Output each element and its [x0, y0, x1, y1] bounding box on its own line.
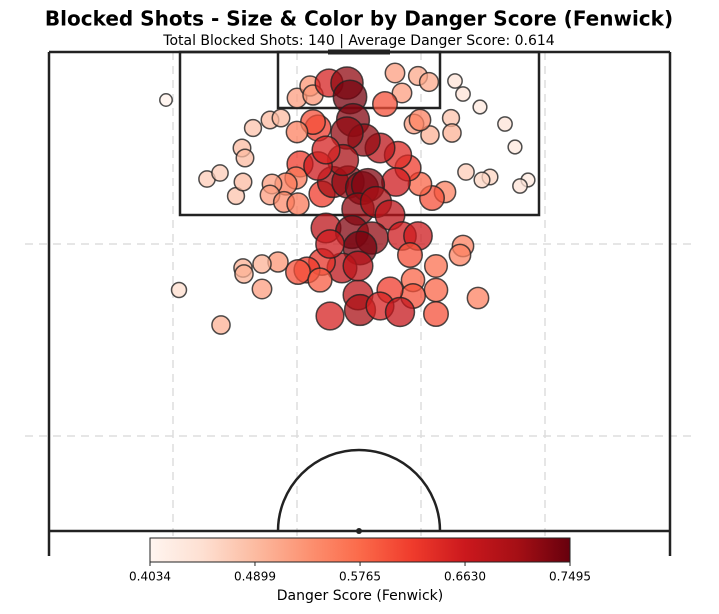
- shot-point: [211, 315, 231, 335]
- colorbar-tick-label: 0.4034: [129, 570, 171, 584]
- shot-point: [311, 135, 341, 165]
- shot-point: [285, 120, 309, 144]
- chart-title: Blocked Shots - Size & Color by Danger S…: [45, 7, 673, 31]
- shot-point: [384, 296, 416, 328]
- colorbar-label: Danger Score (Fenwick): [277, 588, 443, 604]
- shot-point: [397, 242, 423, 268]
- chart-subtitle: Total Blocked Shots: 140 | Average Dange…: [162, 33, 555, 49]
- shot-point: [234, 264, 254, 284]
- shot-point: [243, 118, 263, 138]
- shot-point: [418, 71, 440, 93]
- shot-point: [423, 277, 449, 303]
- shot-point: [307, 267, 333, 293]
- colorbar-tick-label: 0.5765: [339, 570, 381, 584]
- shot-point: [423, 301, 449, 327]
- arc: [276, 448, 442, 532]
- shot-point: [251, 278, 273, 300]
- shot-point: [420, 125, 440, 145]
- shot-point: [455, 86, 471, 102]
- shot-point: [457, 163, 475, 181]
- shot-point: [447, 73, 463, 89]
- colorbar-tick-label: 0.7495: [549, 570, 591, 584]
- shot-point: [159, 93, 173, 107]
- shot-point: [391, 82, 413, 104]
- shot-point: [466, 286, 490, 310]
- shot-point: [372, 91, 398, 117]
- shot-point: [448, 243, 472, 267]
- shot-point: [315, 229, 345, 259]
- rink: [47, 49, 672, 556]
- shot-point: [497, 116, 513, 132]
- shot-point: [342, 250, 374, 282]
- shot-point: [315, 301, 345, 331]
- shot-point: [423, 253, 449, 279]
- shot-point: [507, 139, 523, 155]
- shot-point: [211, 164, 229, 182]
- shot-point: [472, 99, 488, 115]
- shot-point: [271, 108, 291, 128]
- shot-point: [512, 178, 528, 194]
- shot-point: [252, 254, 272, 274]
- colorbar: [149, 537, 571, 563]
- shot-point: [473, 171, 491, 189]
- shot-point: [235, 148, 255, 168]
- colorbar-tick-label: 0.4899: [234, 570, 276, 584]
- shot-point: [442, 123, 462, 143]
- shot-point: [285, 259, 311, 285]
- colorbar-tick-label: 0.6630: [444, 570, 486, 584]
- shot-point: [286, 192, 310, 216]
- center-dot: [356, 528, 362, 534]
- points: [159, 62, 536, 335]
- shot-point: [408, 108, 432, 132]
- shot-point: [384, 62, 406, 84]
- shot-point: [233, 172, 253, 192]
- shot-point: [170, 281, 188, 299]
